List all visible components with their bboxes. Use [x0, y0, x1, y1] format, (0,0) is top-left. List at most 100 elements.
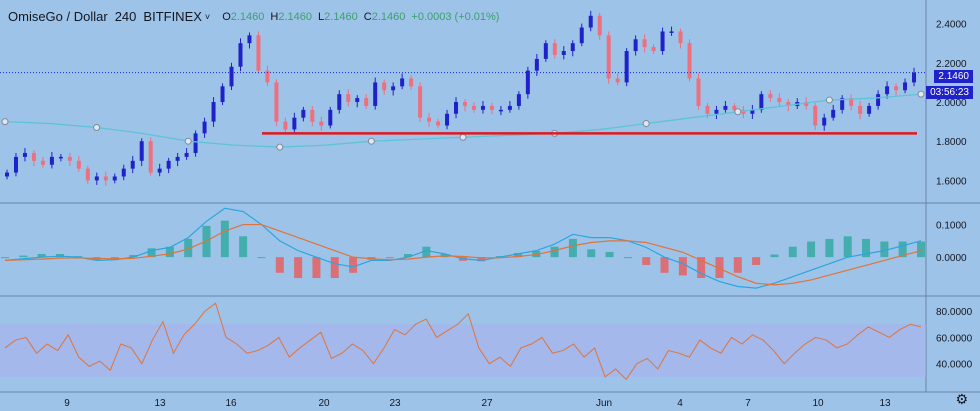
candle-body [103, 176, 108, 181]
candle-body [40, 160, 45, 165]
candle-body [301, 109, 306, 118]
candle-body [247, 35, 252, 44]
candle-body [355, 98, 360, 102]
macd-histogram-bar [770, 254, 779, 258]
last-price-badge: 2.1460 [934, 70, 973, 83]
candle-body [624, 51, 629, 83]
macd-histogram-bar [37, 254, 46, 258]
macd-histogram-bar [184, 238, 193, 258]
macd-histogram-bar [642, 257, 651, 265]
candle-body [283, 121, 288, 130]
candle-body [840, 98, 845, 110]
candle-body [364, 98, 369, 106]
candle-body [346, 94, 351, 102]
time-axis-tick: 16 [225, 398, 237, 409]
candle-body [94, 176, 99, 181]
candle-body [849, 98, 854, 106]
macd-axis-tick: 0.1000 [936, 221, 967, 232]
macd-histogram-bar [605, 251, 614, 258]
macd-histogram-bar [404, 254, 413, 258]
macd-histogram-bar [513, 252, 522, 258]
ma-marker [734, 108, 742, 116]
candle-body [211, 102, 216, 122]
candle-body [274, 82, 279, 122]
price-axis-tick: 1.6000 [936, 176, 967, 187]
macd-histogram-bar [275, 257, 284, 273]
candle-body [714, 109, 719, 114]
candle-body [525, 70, 530, 95]
ma-marker [917, 90, 925, 98]
ma-marker [93, 123, 101, 131]
chart-header: OmiseGo / Dollar 240 BITFINEX ˅ O 2.1460… [8, 9, 505, 24]
candle-body [597, 15, 602, 36]
chevron-down-icon[interactable]: ˅ [204, 11, 211, 22]
change-value: +0.0003 (+0.01%) [411, 10, 500, 23]
candle-body [471, 105, 476, 110]
candle-body [76, 160, 81, 169]
price-axis-tick: 1.8000 [936, 137, 967, 148]
candle-body [157, 168, 162, 173]
time-axis-tick: Jun [596, 398, 612, 409]
macd-histogram-bar [752, 257, 761, 265]
candle-body [660, 31, 665, 52]
macd-line [4, 207, 922, 289]
candle-body [409, 78, 414, 87]
candle-body [516, 94, 521, 106]
ma-marker [367, 137, 375, 145]
candle-body [31, 152, 36, 161]
candle-body [328, 109, 333, 126]
candle-body [561, 51, 566, 55]
price-axis-tick: 2.2000 [936, 59, 967, 70]
macd-axis-tick: 0.0000 [936, 253, 967, 264]
close-value: 2.1460 [371, 10, 406, 23]
candle-body [903, 82, 908, 91]
candle-body [606, 35, 611, 79]
exchange-label: BITFINEX [143, 9, 202, 24]
symbol-title[interactable]: OmiseGo / Dollar [8, 9, 108, 24]
low-label: L [318, 10, 325, 23]
macd-histogram-bar [825, 238, 834, 258]
candle-body [5, 172, 9, 177]
candle-body [229, 66, 234, 87]
candle-body [633, 39, 638, 52]
time-axis-tick: 10 [812, 398, 824, 409]
candle-body [768, 94, 773, 99]
candle-body [813, 105, 818, 126]
candle-body [310, 109, 315, 122]
candle-body [696, 78, 701, 106]
candle-body [642, 39, 647, 48]
macd-histogram-bar [19, 255, 28, 258]
ma-marker [276, 143, 284, 151]
candle-body [777, 98, 782, 102]
interval-label[interactable]: 240 [114, 9, 137, 24]
candle-body [193, 133, 198, 153]
macd-histogram-bar [880, 241, 889, 258]
candle-body [175, 156, 180, 161]
macd-histogram-bar [422, 246, 431, 258]
candle-body [256, 35, 261, 71]
settings-gear-icon[interactable]: ⚙ [955, 391, 968, 407]
macd-histogram-bar [165, 246, 174, 258]
candle-body [202, 121, 207, 134]
high-label: H [270, 10, 279, 23]
candle-body [552, 43, 557, 55]
countdown-badge: 03:56:23 [926, 86, 973, 99]
candle-body [876, 94, 881, 106]
candle-body [265, 70, 270, 83]
macd-histogram-bar [1, 257, 9, 259]
low-value: 2.1460 [324, 10, 358, 23]
close-label: C [363, 10, 372, 23]
candle-body [822, 117, 827, 126]
ma-marker [825, 96, 833, 104]
candle-body [427, 117, 432, 122]
ma-marker [459, 133, 467, 141]
candle-body [391, 86, 396, 91]
time-axis-tick: 27 [481, 398, 493, 409]
candle-body [579, 27, 584, 44]
candle-body [678, 31, 683, 44]
candle-body [436, 121, 441, 126]
macd-histogram-bar [257, 257, 266, 259]
candle-body [759, 94, 764, 110]
candle-body [337, 94, 342, 110]
